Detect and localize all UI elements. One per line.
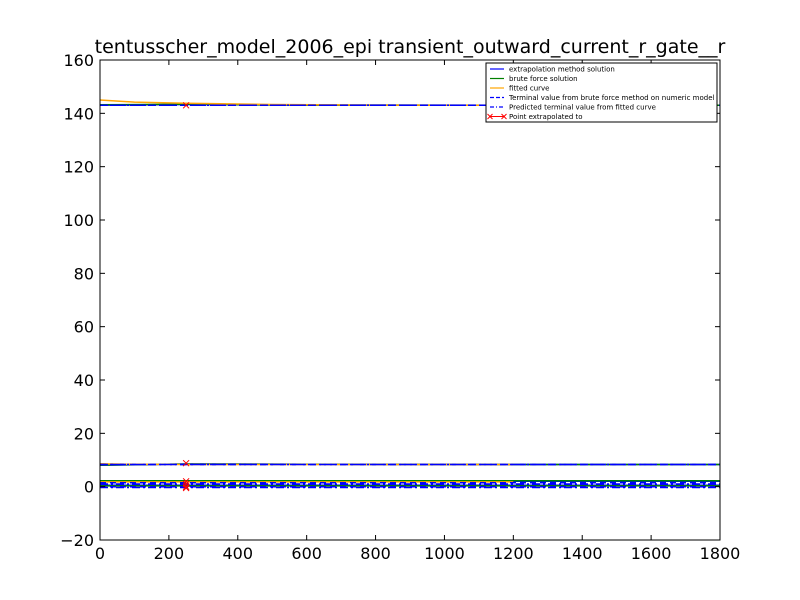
y-tick-label: 20 bbox=[74, 424, 94, 443]
y-tick-label: 140 bbox=[63, 104, 94, 123]
legend-label: Terminal value from brute force method o… bbox=[508, 94, 715, 102]
x-tick-label: 200 bbox=[154, 544, 185, 563]
extrapolated-point bbox=[182, 483, 190, 491]
legend-entry: brute force solution bbox=[490, 75, 578, 83]
x-tick-label: 600 bbox=[291, 544, 322, 563]
x-tick-label: 1400 bbox=[562, 544, 603, 563]
x-tick-label: 1800 bbox=[700, 544, 741, 563]
y-tick-label: 60 bbox=[74, 318, 94, 337]
y-tick-label: 100 bbox=[63, 211, 94, 230]
x-tick-label: 800 bbox=[360, 544, 391, 563]
legend-entry: Point extrapolated to bbox=[487, 113, 583, 121]
y-tick-label: −20 bbox=[60, 531, 94, 550]
chart-title: tentusscher_model_2006_epi transient_out… bbox=[95, 36, 726, 58]
y-axis: −20 0 20 40 60 80 100 120 140 160 bbox=[60, 51, 720, 550]
extrapolated-point bbox=[182, 484, 190, 492]
x-tick-label: 1000 bbox=[424, 544, 465, 563]
legend-label: brute force solution bbox=[509, 75, 578, 83]
legend-entry: extrapolation method solution bbox=[490, 66, 615, 74]
legend-label: extrapolation method solution bbox=[509, 66, 615, 74]
y-tick-label: 120 bbox=[63, 158, 94, 177]
points-layer bbox=[182, 101, 190, 492]
legend-label: Predicted terminal value from fitted cur… bbox=[509, 104, 656, 112]
x-tick-label: 1200 bbox=[493, 544, 534, 563]
x-tick-label: 0 bbox=[95, 544, 105, 563]
legend-label: fitted curve bbox=[509, 85, 550, 93]
x-axis: 0 200 400 600 800 1000 1200 1400 1600 1800 bbox=[95, 60, 740, 563]
series-line-fitted bbox=[100, 99, 514, 107]
plot-frame bbox=[99, 59, 721, 541]
legend-box bbox=[485, 62, 718, 123]
extrapolated-point bbox=[182, 477, 190, 485]
series-layer bbox=[100, 99, 720, 489]
y-tick-label: 40 bbox=[74, 371, 94, 390]
y-tick-label: 0 bbox=[84, 478, 94, 497]
x-tick-label: 1600 bbox=[631, 544, 672, 563]
extrapolated-point bbox=[182, 101, 190, 109]
extrapolated-point bbox=[182, 459, 190, 467]
legend-entry: fitted curve bbox=[490, 85, 550, 93]
y-tick-label: 160 bbox=[63, 51, 94, 70]
legend-entry: Predicted terminal value from fitted cur… bbox=[490, 104, 656, 112]
x-tick-label: 400 bbox=[223, 544, 254, 563]
legend-label: Point extrapolated to bbox=[509, 113, 583, 121]
y-tick-label: 80 bbox=[74, 264, 94, 283]
legend-entry: Terminal value from brute force method o… bbox=[490, 94, 715, 102]
